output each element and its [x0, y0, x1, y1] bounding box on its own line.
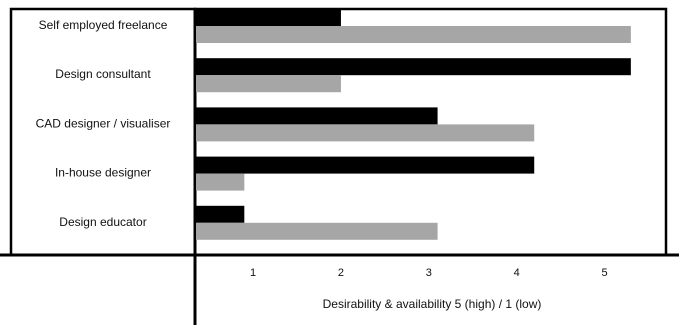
category-labels: Self employed freelance Design consultant… [36, 18, 171, 229]
x-axis-title: Desirability & availability 5 (high) / 1… [323, 297, 542, 311]
bar-light-2 [196, 75, 341, 93]
bar-dark-5 [196, 205, 245, 223]
bars-group [196, 9, 631, 240]
chart-frame [0, 7, 679, 325]
category-label: Self employed freelance [39, 18, 168, 32]
x-tick-label: 5 [601, 267, 607, 279]
bar-dark-2 [196, 58, 631, 76]
x-tick-label: 2 [338, 267, 344, 279]
category-label: Design consultant [55, 67, 151, 81]
bar-light-1 [196, 26, 631, 43]
bar-light-5 [196, 222, 438, 240]
x-tick-label: 3 [426, 267, 432, 279]
category-label: In-house designer [55, 166, 151, 180]
x-tick-label: 1 [250, 267, 256, 279]
bar-dark-1 [196, 9, 341, 26]
x-tick-label: 4 [514, 267, 520, 279]
category-label: CAD designer / visualiser [36, 116, 171, 130]
bar-dark-3 [196, 107, 438, 125]
bar-light-3 [196, 124, 535, 142]
bar-dark-4 [196, 156, 535, 174]
category-label: Design educator [59, 215, 146, 229]
x-tick-labels: 1 2 3 4 5 [250, 267, 608, 279]
bar-light-4 [196, 173, 245, 191]
